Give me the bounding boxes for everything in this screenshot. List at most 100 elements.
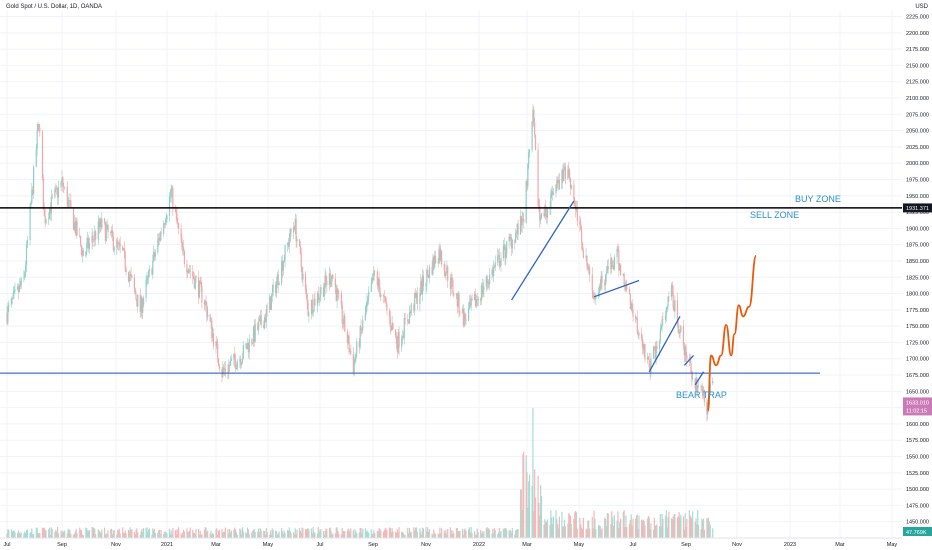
candle-body xyxy=(300,253,302,267)
candle-body xyxy=(316,292,319,306)
candle-body xyxy=(665,308,667,316)
candle-body xyxy=(112,236,114,251)
volume-bar xyxy=(508,530,510,538)
candle-body xyxy=(679,331,681,334)
volume-bar xyxy=(328,528,331,538)
candle-body xyxy=(592,291,594,298)
candle-body xyxy=(697,385,700,387)
candle-body xyxy=(604,275,607,286)
volume-bar xyxy=(215,529,217,538)
volume-bar xyxy=(192,529,194,538)
volume-bar xyxy=(546,522,548,538)
volume-bar xyxy=(646,518,649,538)
volume-bar xyxy=(187,532,190,538)
candle-body xyxy=(30,203,32,206)
volume-bar xyxy=(296,529,298,538)
volume-bar xyxy=(38,533,40,538)
candle-body xyxy=(514,239,516,243)
volume-bar xyxy=(567,523,569,538)
volume-bar xyxy=(68,529,70,538)
candle-body xyxy=(569,170,571,179)
volume-bar xyxy=(317,527,319,538)
volume-bar xyxy=(655,525,657,538)
volume-bar xyxy=(692,511,694,538)
candle-body xyxy=(636,318,638,332)
candle-body xyxy=(39,127,41,132)
volume-bar xyxy=(383,530,385,538)
volume-bar xyxy=(216,528,218,538)
volume-bar xyxy=(154,533,156,538)
candle-body xyxy=(477,299,479,301)
volume-bar xyxy=(708,521,711,538)
volume-bar xyxy=(433,529,435,538)
volume-bar xyxy=(486,527,488,538)
candle-body xyxy=(175,210,177,214)
volume-bar xyxy=(576,528,578,538)
candle-body xyxy=(563,169,565,181)
candle-body xyxy=(376,271,378,286)
volume-bar xyxy=(487,528,489,538)
candle-body xyxy=(62,177,64,187)
candle-body xyxy=(23,277,25,278)
candle-body xyxy=(282,262,284,271)
volume-bar xyxy=(382,531,385,538)
volume-bar xyxy=(446,534,448,538)
candle-body xyxy=(482,290,484,294)
volume-bar xyxy=(95,534,97,538)
x-tick-label: Nov xyxy=(732,542,742,548)
volume-bar xyxy=(544,519,546,538)
volume-bar xyxy=(612,525,615,538)
volume-bar xyxy=(527,507,529,538)
volume-bar xyxy=(103,527,106,538)
candle-body xyxy=(650,358,652,374)
volume-bar xyxy=(550,510,552,538)
candle-body xyxy=(287,242,290,247)
candle-body xyxy=(525,180,527,223)
candle-body xyxy=(416,292,418,305)
candle-body xyxy=(50,196,52,214)
candle-body xyxy=(537,149,539,206)
volume-bar xyxy=(326,529,328,538)
candle-body xyxy=(691,373,693,379)
candle-body xyxy=(493,266,496,268)
candle-body xyxy=(181,238,183,248)
candle-body xyxy=(605,272,608,276)
candle-body xyxy=(215,341,217,347)
volume-bar xyxy=(32,534,34,538)
volume-bar xyxy=(395,533,398,538)
buy-zone-label: BUY ZONE xyxy=(795,194,841,204)
candle-body xyxy=(546,214,548,218)
candle-body xyxy=(338,292,340,294)
candle-body xyxy=(712,380,714,384)
volume-bar xyxy=(300,532,302,538)
volume-bar xyxy=(514,534,516,538)
candle-body xyxy=(33,166,35,195)
volume-bar xyxy=(92,527,94,538)
volume-bar xyxy=(275,530,278,538)
candle-body xyxy=(169,195,171,197)
volume-bar xyxy=(80,529,83,538)
candle-body xyxy=(487,282,489,284)
volume-bar xyxy=(153,528,156,538)
volume-bar xyxy=(87,530,89,538)
volume-bar xyxy=(145,528,147,538)
volume-bar xyxy=(61,533,63,538)
candle-body xyxy=(625,284,627,291)
volume-bar xyxy=(158,530,160,538)
candle-body xyxy=(644,344,646,360)
chart-title: Gold Spot / U.S. Dollar, 1D, OANDA xyxy=(6,4,103,10)
candle-body xyxy=(475,299,477,306)
candle-body xyxy=(94,231,96,240)
candle-body xyxy=(80,245,83,255)
candle-body xyxy=(270,295,273,310)
volume-bar xyxy=(581,528,584,538)
candle-body xyxy=(304,273,307,289)
candle-body xyxy=(314,299,316,306)
volume-bar xyxy=(148,528,151,538)
volume-bar xyxy=(471,533,473,538)
volume-bar xyxy=(678,512,680,538)
candle-body xyxy=(271,292,273,296)
volume-bar xyxy=(403,534,405,538)
volume-bar xyxy=(455,528,458,538)
